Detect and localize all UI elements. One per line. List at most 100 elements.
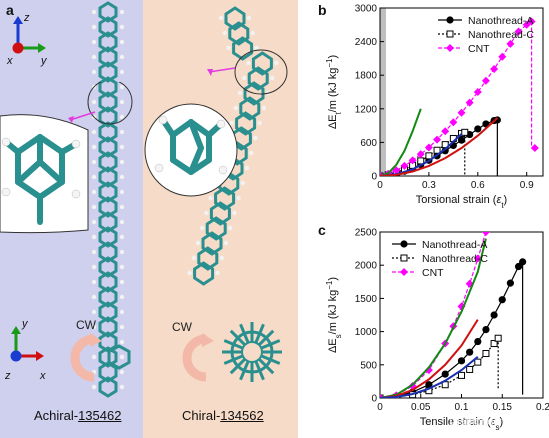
x-tick-label: 0.2 <box>536 402 549 413</box>
molecule-ring <box>98 181 118 203</box>
data-point <box>466 348 474 356</box>
data-point <box>441 127 450 136</box>
y-tick-label: 0 <box>371 172 377 183</box>
hydrogen-atom <box>119 384 125 390</box>
hydrogen-atom <box>257 120 262 126</box>
legend-item: Nanothread-C <box>392 253 488 265</box>
hydrogen-atom <box>246 15 252 21</box>
rotation-label-mid: CW <box>172 320 192 334</box>
molecule-ring <box>197 246 219 271</box>
series-markers <box>380 17 539 176</box>
data-point <box>446 44 454 52</box>
data-point <box>490 65 499 74</box>
series-line <box>380 337 499 398</box>
hydrogen-atom <box>91 264 97 270</box>
data-point <box>474 337 482 346</box>
hydrogen-atom <box>119 294 125 300</box>
data-point <box>498 52 507 61</box>
plot-area <box>380 17 539 176</box>
data-point <box>400 268 408 276</box>
data-point <box>514 27 523 36</box>
hydrogen-atom <box>223 240 229 246</box>
hydrogen-atom <box>236 195 241 201</box>
data-point <box>400 161 409 170</box>
y-axis-label: ΔEs/m (kJ kg−1) <box>325 277 343 353</box>
data-point <box>474 125 482 133</box>
data-point <box>494 334 502 342</box>
hydrogen-atom <box>91 24 97 30</box>
molecule-ring <box>98 16 118 38</box>
molecule-ring <box>98 151 118 173</box>
chiral-panel <box>143 0 298 438</box>
data-point <box>424 366 433 375</box>
hydrogen-atom <box>208 195 213 201</box>
hydrogen-atom <box>274 60 279 66</box>
data-point <box>493 116 501 124</box>
axis-triad-bottom <box>10 326 44 362</box>
fit-curve <box>380 108 422 176</box>
legend-label: Nanothread-A <box>422 239 487 251</box>
hydrogen-atom <box>119 129 125 135</box>
axis-triad-top <box>12 16 46 54</box>
molecule-ring <box>205 216 227 241</box>
achiral-caption: Achiral-135462 <box>34 408 122 423</box>
data-point <box>441 147 449 155</box>
data-point <box>474 358 482 366</box>
molecule-ring <box>232 36 254 61</box>
hydrogen-atom <box>119 339 125 345</box>
data-point <box>466 365 474 373</box>
molecule-ring <box>98 46 118 68</box>
molecule-ring <box>201 231 223 256</box>
chart-c: 0 0.05 0.1 0.15 0.2 0 500 1000 1500 2000 2500 ΔEs/m… <box>325 228 549 432</box>
hydrogen-atom <box>91 354 97 360</box>
hydrogen-atom <box>119 369 125 375</box>
axis-label-z-bottom: z <box>5 370 11 382</box>
hydrogen-atom <box>91 234 97 240</box>
charts-area: b c 0 0.3 0.6 0.9 0 600 1200 1800 2400 3000 ΔEt/m … <box>298 0 549 438</box>
hydrogen-atom <box>237 90 243 96</box>
hydrogen-atom <box>91 249 97 255</box>
molecule-ring <box>98 226 118 248</box>
hydrogen-atom <box>195 240 201 246</box>
molecule-ring <box>251 51 273 76</box>
data-point <box>458 371 465 379</box>
y-tick-label: 1200 <box>355 104 378 115</box>
x-axis-label: Tensile strain (εs) <box>420 416 503 432</box>
hydrogen-atom <box>119 54 125 60</box>
hydrogen-atom <box>119 24 125 30</box>
panel-label-c: c <box>318 222 326 238</box>
molecule-ring <box>243 81 265 106</box>
y-tick-label: 600 <box>360 138 377 149</box>
hydrogen-atom <box>229 120 234 126</box>
molecule-ring <box>98 301 118 323</box>
molecule-ring <box>98 196 118 218</box>
molecule-ring <box>98 256 118 278</box>
hydrogen-atom <box>91 9 97 15</box>
hydrogen-atom <box>254 45 259 51</box>
hydrogen-atom <box>250 30 255 36</box>
y-tick-label: 1000 <box>355 327 378 338</box>
data-point <box>425 152 433 160</box>
axis-label-z-top: z <box>24 12 30 24</box>
data-point <box>473 88 482 96</box>
data-point <box>457 136 466 144</box>
data-point <box>441 370 449 378</box>
data-point <box>519 258 527 266</box>
hydrogen-atom <box>91 69 97 75</box>
hydrogen-atom <box>219 255 224 261</box>
rotation-arrow-mid-icon <box>182 333 214 382</box>
hydrogen-atom <box>270 75 275 81</box>
hydrogen-atom <box>91 99 97 105</box>
achiral-zoom-inset <box>0 82 133 234</box>
hydrogen-atom <box>91 309 97 315</box>
x-tick-label: 0.05 <box>411 402 431 413</box>
plot-frame <box>379 7 544 177</box>
data-point <box>527 17 536 26</box>
legend-label: Nanothread-C <box>422 253 488 265</box>
hydrogen-atom <box>232 210 237 216</box>
legend-item: CNT <box>392 267 444 279</box>
y-tick-label: 500 <box>360 360 377 371</box>
molecule-ring <box>98 91 118 113</box>
x-tick-label: 0.9 <box>520 180 534 191</box>
molecule-ring <box>193 261 215 286</box>
